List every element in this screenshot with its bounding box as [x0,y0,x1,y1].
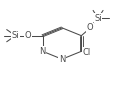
Text: N: N [39,47,46,56]
Text: O: O [87,23,93,32]
Text: Si: Si [94,14,102,23]
Text: O: O [24,31,31,40]
Text: Cl: Cl [83,48,91,57]
Text: Si: Si [12,31,19,40]
Text: N: N [59,55,65,64]
